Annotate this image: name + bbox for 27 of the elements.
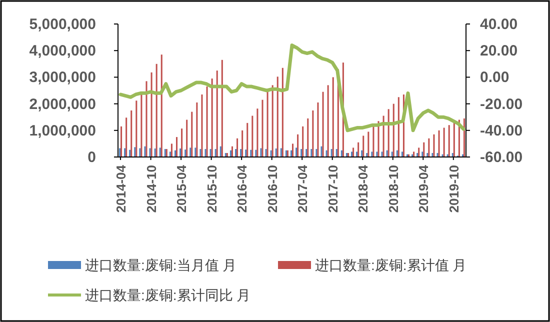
y2-tick-label: 40.00 bbox=[480, 16, 518, 33]
y2-tick-label: 20.00 bbox=[480, 42, 518, 60]
y-tick-label: 3,000,000 bbox=[29, 69, 96, 86]
y2-tick-label: 0.00 bbox=[480, 69, 510, 86]
legend-label: 进口数量:废铜:累计同比 月 bbox=[85, 287, 251, 303]
x-tick-label: 2015-10 bbox=[204, 165, 220, 213]
x-tick-label: 2017-10 bbox=[325, 165, 340, 213]
legend-label: 进口数量:废铜:当月值 月 bbox=[85, 257, 237, 273]
y2-tick-label: -40.00 bbox=[480, 122, 523, 140]
y2-tick-label: -60.00 bbox=[480, 149, 523, 166]
x-tick-label: 2019-10 bbox=[446, 165, 462, 213]
y-tick-label: 5,000,000 bbox=[29, 16, 96, 33]
y-tick-label: 2,000,000 bbox=[29, 96, 96, 113]
x-tick-label: 2015-04 bbox=[174, 164, 190, 213]
x-tick-label: 2014-10 bbox=[144, 165, 159, 213]
y-tick-label: 1,000,000 bbox=[29, 122, 96, 140]
y-tick-label: 0 bbox=[88, 149, 96, 166]
x-tick-label: 2017-04 bbox=[295, 164, 310, 213]
x-tick-label: 2018-10 bbox=[386, 165, 401, 213]
legend-label: 进口数量:废铜:累计值 月 bbox=[315, 257, 467, 273]
y-tick-label: 4,000,000 bbox=[29, 42, 96, 60]
x-tick-label: 2014-04 bbox=[114, 164, 129, 213]
x-tick-label: 2019-04 bbox=[416, 164, 432, 213]
x-tick-label: 2018-04 bbox=[356, 164, 371, 213]
x-tick-label: 2016-04 bbox=[234, 164, 250, 213]
x-tick-label: 2016-10 bbox=[264, 165, 280, 213]
y2-tick-label: -20.00 bbox=[480, 96, 523, 113]
